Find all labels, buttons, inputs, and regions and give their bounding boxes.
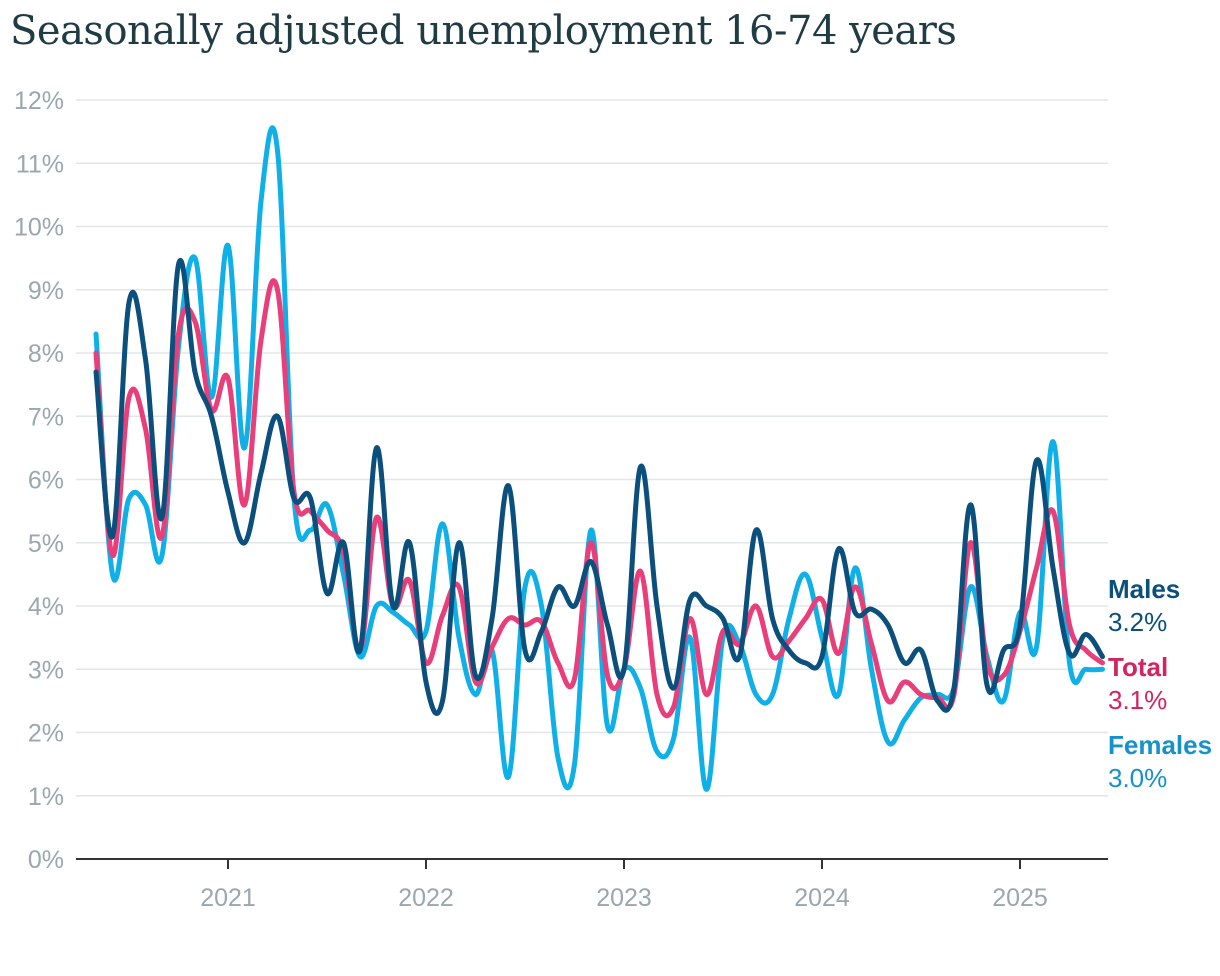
y-tick-label: 0%: [28, 846, 64, 874]
y-tick-label: 9%: [28, 277, 64, 305]
x-axis: 2021 2022 2023 2024 2025: [76, 858, 1108, 912]
y-axis-ticks: 0% 1% 2% 3% 4% 5% 6% 7% 8% 9% 10% 11% 12%: [14, 87, 64, 874]
end-label-value-females: 3.0%: [1108, 763, 1167, 793]
end-label-value-total: 3.1%: [1108, 685, 1167, 715]
y-tick-label: 3%: [28, 656, 64, 684]
end-label-value-males: 3.2%: [1108, 607, 1167, 637]
x-tick-label: 2022: [398, 884, 454, 912]
y-tick-label: 2%: [28, 720, 64, 748]
end-label-name-males: Males: [1108, 574, 1180, 604]
y-tick-label: 7%: [28, 403, 64, 431]
y-tick-label: 12%: [14, 87, 64, 115]
chart-title: Seasonally adjusted unemployment 16-74 y…: [10, 8, 957, 54]
series-lines: [93, 125, 1105, 792]
y-tick-label: 5%: [28, 530, 64, 558]
y-tick-label: 11%: [16, 150, 64, 178]
x-tick-label: 2025: [992, 884, 1048, 912]
end-label-name-total: Total: [1108, 652, 1168, 682]
gridlines: [76, 99, 1108, 797]
series-line-total: [93, 278, 1105, 719]
end-label-name-females: Females: [1108, 730, 1212, 760]
y-tick-label: 8%: [28, 340, 64, 368]
x-tick-label: 2023: [596, 884, 652, 912]
y-tick-label: 1%: [28, 783, 64, 811]
x-tick-label: 2024: [794, 884, 850, 912]
x-tick-label: 2021: [200, 884, 256, 912]
series-line-males: [93, 258, 1105, 716]
y-tick-label: 4%: [28, 593, 64, 621]
y-tick-label: 6%: [28, 467, 64, 495]
y-tick-label: 10%: [14, 214, 64, 242]
